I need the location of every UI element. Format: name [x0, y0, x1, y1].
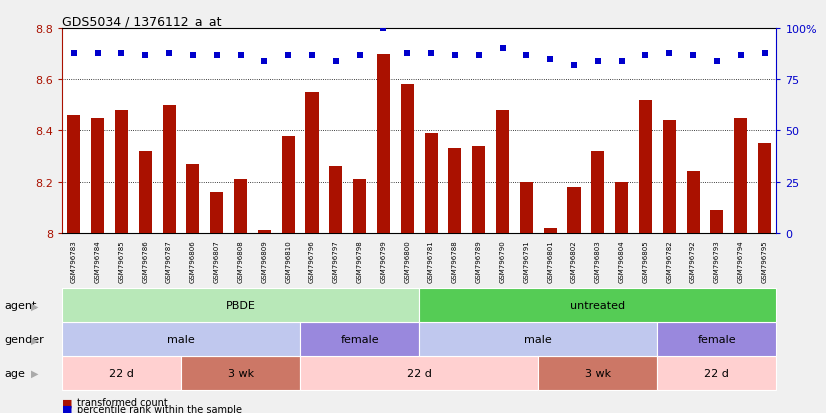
Point	[353, 52, 366, 59]
Bar	[449, 149, 462, 233]
Bar	[187, 164, 200, 233]
Point	[591, 58, 605, 65]
Text: agent: agent	[4, 301, 36, 311]
Text: 3 wk: 3 wk	[585, 368, 611, 378]
Bar	[353, 180, 366, 233]
Bar	[544, 228, 557, 233]
Point	[734, 52, 748, 59]
Point	[638, 52, 652, 59]
Text: 3 wk: 3 wk	[227, 368, 254, 378]
Bar	[425, 134, 438, 233]
Bar	[615, 182, 629, 233]
Bar	[686, 172, 700, 233]
Text: gender: gender	[4, 335, 44, 344]
Point	[306, 52, 319, 59]
Text: PBDE: PBDE	[225, 301, 255, 311]
Point	[401, 50, 414, 57]
Text: male: male	[167, 335, 195, 344]
Text: female: female	[698, 335, 736, 344]
Point	[330, 58, 343, 65]
Bar	[710, 210, 724, 233]
Point	[282, 52, 295, 59]
Text: ■: ■	[62, 397, 73, 407]
Bar	[91, 119, 104, 233]
Bar	[520, 182, 533, 233]
Text: transformed count: transformed count	[77, 397, 168, 407]
Text: percentile rank within the sample: percentile rank within the sample	[77, 404, 242, 413]
Bar	[401, 85, 414, 233]
Bar	[496, 111, 509, 233]
Text: ▶: ▶	[31, 368, 39, 378]
Bar	[567, 188, 581, 233]
Text: male: male	[525, 335, 552, 344]
Bar	[662, 121, 676, 233]
Point	[710, 58, 724, 65]
Bar	[638, 100, 652, 233]
Point	[544, 56, 557, 63]
Bar	[330, 167, 343, 233]
Point	[163, 50, 176, 57]
Point	[425, 50, 438, 57]
Bar	[306, 93, 319, 233]
Text: 22 d: 22 d	[705, 368, 729, 378]
Bar	[734, 119, 748, 233]
Point	[91, 50, 104, 57]
Bar	[210, 192, 223, 233]
Bar	[115, 111, 128, 233]
Bar	[139, 152, 152, 233]
Text: age: age	[4, 368, 25, 378]
Bar	[591, 152, 605, 233]
Text: female: female	[340, 335, 379, 344]
Point	[115, 50, 128, 57]
Point	[139, 52, 152, 59]
Bar	[472, 147, 486, 233]
Point	[662, 50, 676, 57]
Point	[520, 52, 533, 59]
Bar	[234, 180, 247, 233]
Text: ▶: ▶	[31, 301, 39, 311]
Text: untreated: untreated	[570, 301, 625, 311]
Point	[758, 50, 771, 57]
Point	[686, 52, 700, 59]
Point	[234, 52, 247, 59]
Point	[615, 58, 629, 65]
Point	[258, 58, 271, 65]
Point	[187, 52, 200, 59]
Bar	[163, 106, 176, 233]
Bar	[258, 231, 271, 233]
Bar	[758, 144, 771, 233]
Point	[567, 62, 581, 69]
Point	[472, 52, 486, 59]
Point	[67, 50, 80, 57]
Text: ■: ■	[62, 404, 73, 413]
Bar	[67, 116, 80, 233]
Text: ▶: ▶	[31, 335, 39, 344]
Bar	[282, 136, 295, 233]
Point	[449, 52, 462, 59]
Point	[377, 26, 390, 32]
Text: GDS5034 / 1376112_a_at: GDS5034 / 1376112_a_at	[62, 15, 221, 28]
Point	[210, 52, 223, 59]
Text: 22 d: 22 d	[406, 368, 432, 378]
Bar	[377, 55, 390, 233]
Text: 22 d: 22 d	[109, 368, 134, 378]
Point	[496, 46, 509, 53]
